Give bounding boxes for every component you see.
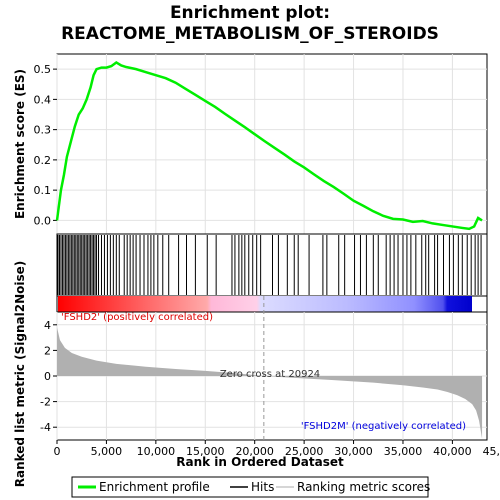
es-y-axis-label: Enrichment score (ES) — [13, 69, 27, 219]
x-tick-label: 40,000 — [433, 445, 472, 458]
chart-title-line2: REACTOME_METABOLISM_OF_STEROIDS — [61, 24, 439, 44]
x-tick-label: 25,000 — [285, 445, 324, 458]
x-tick-label: 15,000 — [186, 445, 225, 458]
metric-y-tick-label: -4 — [40, 421, 51, 434]
es-y-tick-label: 0.1 — [34, 184, 52, 197]
es-y-tick-label: 0.2 — [34, 154, 52, 167]
legend-enrichment-label: Enrichment profile — [99, 480, 210, 494]
metric-y-axis-ticks: 4 2 0 -2 -4 — [40, 319, 57, 434]
legend-box — [71, 476, 429, 498]
rank-color-bar — [58, 296, 472, 312]
chart-title-line1: Enrichment plot: — [170, 3, 330, 23]
x-tick-label: 30,000 — [334, 445, 373, 458]
x-axis-ticks: 0 5,000 10,000 15,000 20,000 25,000 30,000 35,0… — [54, 440, 500, 458]
hits-marks — [57, 235, 482, 295]
negative-correlation-label: 'FSHD2M' (negatively correlated) — [301, 421, 466, 432]
metric-y-tick-label: 4 — [44, 319, 51, 332]
es-grid — [56, 54, 487, 234]
x-tick-label: 45,000 — [483, 445, 500, 458]
es-y-axis-ticks: 0.0 0.1 0.2 0.3 0.4 0.5 — [34, 63, 57, 227]
legend-metric-label: Ranking metric scores — [297, 480, 430, 494]
zero-cross-label: Zero cross at 20924 — [220, 369, 320, 380]
es-y-tick-label: 0.3 — [34, 124, 52, 137]
x-tick-label: 10,000 — [137, 445, 176, 458]
es-y-tick-label: 0.5 — [34, 63, 52, 76]
x-tick-label: 20,000 — [235, 445, 274, 458]
metric-y-axis-label: Ranked list metric (Signal2Noise) — [13, 261, 27, 488]
legend-hits-label: Hits — [251, 480, 274, 494]
x-tick-label: 5,000 — [91, 445, 123, 458]
es-y-tick-label: 0.4 — [34, 93, 52, 106]
metric-y-tick-label: 2 — [44, 344, 51, 357]
ranking-metric-area — [57, 327, 483, 439]
es-plot-panel — [56, 53, 488, 235]
x-tick-label: 0 — [54, 445, 61, 458]
es-y-tick-label: 0.0 — [34, 214, 52, 227]
metric-y-tick-label: 0 — [44, 370, 51, 383]
positive-correlation-label: 'FSHD2' (positively correlated) — [61, 312, 213, 323]
x-axis-label: Rank in Ordered Dataset — [176, 455, 344, 469]
legend: Enrichment profile Hits Ranking metric s… — [71, 476, 430, 498]
metric-y-tick-label: -2 — [40, 396, 51, 409]
enrichment-profile-line — [55, 60, 483, 231]
x-tick-label: 35,000 — [384, 445, 423, 458]
